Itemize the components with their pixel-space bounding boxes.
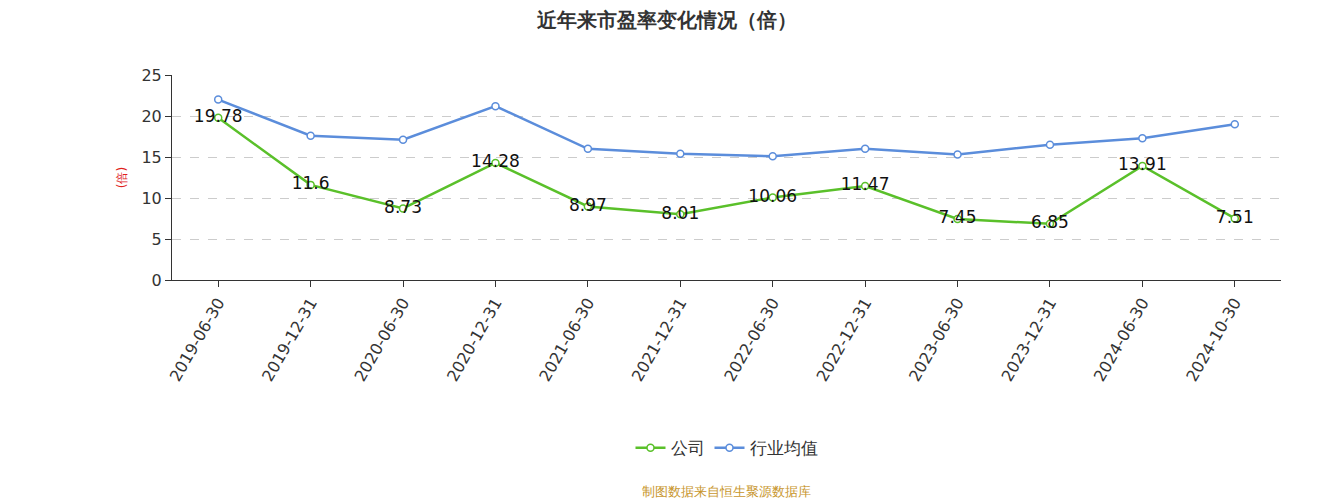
svg-text:6.85: 6.85 xyxy=(1031,212,1069,232)
svg-text:7.51: 7.51 xyxy=(1216,207,1254,227)
svg-text:0: 0 xyxy=(152,271,162,290)
svg-text:20: 20 xyxy=(141,107,161,126)
svg-text:公司: 公司 xyxy=(671,438,705,458)
svg-text:2021-12-31: 2021-12-31 xyxy=(628,295,691,385)
svg-text:2020-12-31: 2020-12-31 xyxy=(443,295,506,385)
svg-text:14.28: 14.28 xyxy=(471,151,520,171)
svg-text:8.01: 8.01 xyxy=(661,203,699,223)
svg-text:10.06: 10.06 xyxy=(748,186,797,206)
svg-text:11.47: 11.47 xyxy=(841,174,890,194)
svg-text:(倍): (倍) xyxy=(115,167,129,188)
svg-text:制图数据来自恒生聚源数据库: 制图数据来自恒生聚源数据库 xyxy=(642,484,811,499)
svg-text:2019-12-31: 2019-12-31 xyxy=(258,295,321,385)
svg-text:5: 5 xyxy=(152,230,162,249)
svg-text:2021-06-30: 2021-06-30 xyxy=(535,295,598,385)
svg-text:11.6: 11.6 xyxy=(292,173,330,193)
svg-text:8.73: 8.73 xyxy=(384,197,422,217)
svg-text:7.45: 7.45 xyxy=(939,207,977,227)
svg-text:13.91: 13.91 xyxy=(1118,154,1167,174)
svg-text:19.78: 19.78 xyxy=(194,106,243,126)
svg-text:25: 25 xyxy=(141,66,161,85)
svg-text:10: 10 xyxy=(141,189,161,208)
svg-text:2023-06-30: 2023-06-30 xyxy=(905,295,968,385)
svg-text:2020-06-30: 2020-06-30 xyxy=(350,295,413,385)
svg-text:2022-06-30: 2022-06-30 xyxy=(720,295,783,385)
svg-text:2022-12-31: 2022-12-31 xyxy=(813,295,876,385)
svg-text:15: 15 xyxy=(141,148,161,167)
svg-text:2024-06-30: 2024-06-30 xyxy=(1090,295,1153,385)
svg-text:近年来市盈率变化情况（倍）: 近年来市盈率变化情况（倍） xyxy=(536,8,797,32)
svg-text:2024-10-30: 2024-10-30 xyxy=(1182,295,1245,385)
svg-text:2023-12-31: 2023-12-31 xyxy=(997,295,1060,385)
svg-text:8.97: 8.97 xyxy=(569,195,607,215)
svg-text:2019-06-30: 2019-06-30 xyxy=(166,295,229,385)
svg-text:行业均值: 行业均值 xyxy=(750,438,818,458)
